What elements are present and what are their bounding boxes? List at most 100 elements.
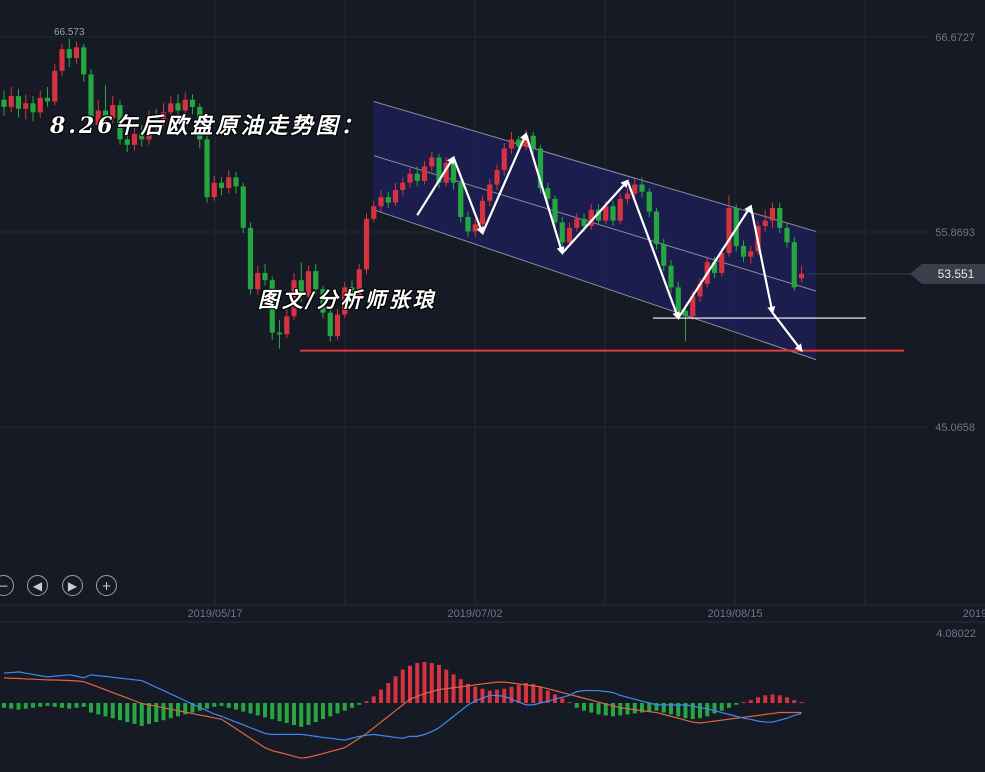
candle-body xyxy=(639,184,645,192)
candle xyxy=(574,213,580,232)
current-price-label: 53.551 xyxy=(938,267,975,281)
candle-body xyxy=(117,105,123,140)
scroll-forward-button[interactable]: ▶ xyxy=(62,575,83,596)
macd-histogram-bar xyxy=(96,703,101,715)
current-price-tag xyxy=(910,263,985,284)
candle-body xyxy=(153,117,159,124)
candle xyxy=(429,152,435,172)
macd-histogram-bar xyxy=(618,703,623,716)
candle-body xyxy=(450,162,457,183)
candle xyxy=(334,309,341,340)
candle xyxy=(530,132,536,154)
candle xyxy=(23,94,29,120)
trend-arrow xyxy=(524,133,565,256)
candle-body xyxy=(458,182,464,218)
candle xyxy=(653,207,660,250)
candle-body xyxy=(668,265,674,288)
macd-histogram-bar xyxy=(458,679,463,703)
candle-body xyxy=(88,74,94,125)
candle-body xyxy=(769,207,776,221)
macd-histogram-bar xyxy=(705,703,710,717)
candle-body xyxy=(465,217,471,232)
macd-histogram-bar xyxy=(393,676,398,703)
macd-histogram-bar xyxy=(444,669,449,703)
candle xyxy=(73,41,80,64)
candle xyxy=(276,319,283,349)
candle xyxy=(8,87,14,113)
candle xyxy=(298,262,304,302)
candle-body xyxy=(436,157,442,183)
candle xyxy=(682,305,689,342)
macd-histogram-bar xyxy=(2,703,6,708)
candle-body xyxy=(719,253,725,273)
macd-histogram-bar xyxy=(103,703,108,717)
channel-fill xyxy=(373,101,816,360)
macd-histogram-bar xyxy=(400,669,405,703)
macd-histogram-bar xyxy=(38,703,43,707)
macd-histogram-bar xyxy=(690,703,695,720)
candle xyxy=(777,202,783,234)
candle-body xyxy=(182,99,188,111)
candle xyxy=(117,99,123,145)
candle xyxy=(146,110,152,145)
macd-histogram-bar xyxy=(567,702,572,704)
macd-histogram-bar xyxy=(45,703,50,706)
candle-body xyxy=(429,157,435,167)
candle-body xyxy=(298,280,304,297)
zoom-in-button[interactable]: + xyxy=(96,575,117,596)
candle-body xyxy=(349,287,355,299)
candle xyxy=(479,195,486,228)
candle-body xyxy=(690,296,696,317)
candle xyxy=(175,94,181,118)
candle-body xyxy=(8,96,14,107)
macd-histogram-bar xyxy=(538,686,543,703)
candle xyxy=(240,182,246,234)
candle-body xyxy=(624,193,631,199)
candle-body xyxy=(269,280,275,333)
candle-body xyxy=(262,272,268,281)
macd-histogram-bar xyxy=(350,703,354,708)
macd-histogram-bar xyxy=(770,694,775,703)
macd-histogram-bar xyxy=(306,703,311,725)
macd-histogram-bar xyxy=(81,703,86,707)
macd-histogram-bar xyxy=(147,703,151,724)
macd-histogram-bar xyxy=(364,701,369,703)
macd-histogram-bar xyxy=(168,703,173,719)
macd-histogram-bar xyxy=(371,696,376,703)
candle-body xyxy=(537,148,544,189)
candle xyxy=(247,222,254,295)
candle xyxy=(44,87,51,107)
candle xyxy=(327,307,333,342)
candle-body xyxy=(487,184,493,201)
candle xyxy=(218,177,225,196)
macd-histogram-bar xyxy=(792,700,797,703)
candle-body xyxy=(545,188,551,199)
candle xyxy=(697,278,703,302)
candle-body xyxy=(740,245,747,257)
candle xyxy=(378,189,384,212)
candle xyxy=(748,245,754,264)
candle-body xyxy=(81,47,87,75)
candle-body xyxy=(588,209,594,227)
candle-body xyxy=(23,103,29,109)
scroll-back-button[interactable]: ◀ xyxy=(27,575,48,596)
candle-body xyxy=(682,310,689,317)
candle xyxy=(559,217,565,248)
macd-histogram-bar xyxy=(611,703,615,717)
candle xyxy=(291,272,297,320)
trend-arrow xyxy=(481,132,528,234)
candle-body xyxy=(197,106,203,140)
candle xyxy=(632,179,638,198)
macd-histogram-bar xyxy=(74,703,79,708)
candle-body xyxy=(414,173,420,181)
macd-histogram-bar xyxy=(654,703,659,711)
candle xyxy=(269,276,275,340)
macd-histogram-bar xyxy=(719,703,724,711)
candle xyxy=(443,157,449,187)
candle xyxy=(197,103,203,149)
macd-histogram-bar xyxy=(632,703,637,714)
trend-arrow xyxy=(749,205,776,315)
candle xyxy=(784,222,790,248)
candle-body xyxy=(407,173,413,183)
y-tick-label: 66.6727 xyxy=(935,32,975,44)
